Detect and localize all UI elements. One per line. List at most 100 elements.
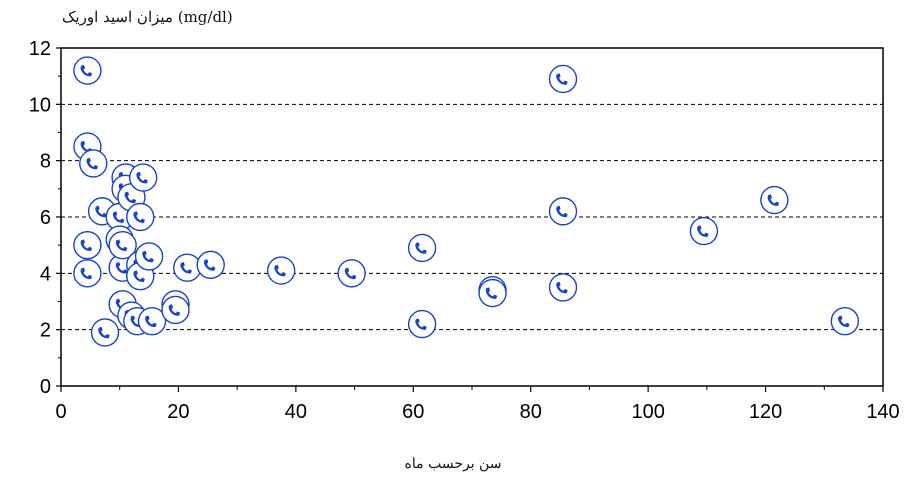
point-circle [173,253,202,282]
telephone-icon [180,261,192,274]
data-point [73,56,102,85]
y-tick-label-6: 6 [40,207,51,229]
telephone-icon [485,287,498,299]
point-circle [128,163,158,192]
point-circle [137,307,167,336]
y-tick-label-12: 12 [29,38,51,60]
telephone-icon [142,250,154,263]
telephone-icon [80,239,93,251]
point-circle [548,197,578,226]
telephone-icon [837,315,850,328]
data-point [128,163,158,192]
y-tick-label-4: 4 [40,263,51,285]
telephone-icon [556,73,568,85]
data-point [73,230,102,260]
point-circle [196,250,225,280]
point-circle [548,273,578,302]
data-point [689,216,719,246]
point-circle [689,216,719,246]
data-point [134,242,164,271]
y-tick-label-0: 0 [40,376,51,398]
point-circle [79,149,108,178]
point-circle [337,259,366,288]
telephone-icon [415,318,427,330]
telephone-icon [112,211,125,223]
point-circle [161,295,190,325]
point-circle [73,230,102,260]
point-circle [478,278,507,308]
data-point [478,278,507,308]
telephone-icon [556,281,568,294]
x-tick-label-120: 120 [749,401,782,423]
telephone-icon [133,211,145,223]
telephone-icon [136,171,148,184]
telephone-icon [115,239,128,251]
x-tick-label-80: 80 [520,401,542,423]
point-circle [548,64,578,94]
point-circle [830,307,860,336]
x-tick-label-60: 60 [402,401,424,423]
data-point [173,253,202,282]
data-points [73,56,860,347]
x-tick-label-0: 0 [55,401,66,423]
y-axis-label: میزان اسید اوریک (mg/dl) [62,8,233,26]
telephone-icon [556,205,568,218]
point-circle [407,233,437,263]
telephone-icon [115,261,128,274]
plot-frame [60,47,884,387]
telephone-icon [344,267,357,280]
x-tick-label-20: 20 [167,401,189,423]
x-tick-label-100: 100 [631,401,664,423]
data-point [137,307,167,336]
telephone-icon [80,64,93,77]
telephone-icon [80,140,93,153]
point-circle [134,242,164,271]
telephone-icon [415,242,427,254]
telephone-icon [168,304,181,316]
data-point [161,295,190,325]
telephone-icon [80,267,93,280]
data-point [73,259,102,288]
data-point [407,233,437,263]
telephone-icon [203,259,216,271]
data-point [126,202,155,232]
point-circle [73,56,102,85]
telephone-icon [124,191,137,204]
point-circle [407,309,437,339]
data-point [266,256,296,285]
telephone-icon [86,157,98,170]
data-point [196,250,225,280]
telephone-icon [145,315,157,328]
y-tick-label-8: 8 [40,151,51,173]
data-point [79,149,108,178]
point-circle [73,259,102,288]
data-point [337,259,366,288]
point-circle [266,256,296,285]
point-circle [90,318,120,347]
telephone-icon [274,264,286,277]
y-tick-label-2: 2 [40,320,51,342]
x-axis-label: سن برحسب ماه [404,456,502,472]
x-tick-label-140: 140 [866,401,899,423]
data-point [548,64,578,94]
y-tick-label-10: 10 [29,94,51,116]
telephone-icon [697,225,709,237]
data-point [407,309,437,339]
data-point [830,307,860,336]
data-point [108,230,137,260]
data-point [548,273,578,302]
x-tick-label-40: 40 [285,401,307,423]
telephone-icon [98,326,110,339]
data-point [760,185,789,215]
point-circle [108,230,137,260]
telephone-icon [767,194,780,206]
point-circle [126,202,155,232]
point-circle [760,185,789,215]
telephone-icon [133,270,145,282]
data-point [90,318,120,347]
telephone-icon [95,205,107,218]
data-point [548,197,578,226]
